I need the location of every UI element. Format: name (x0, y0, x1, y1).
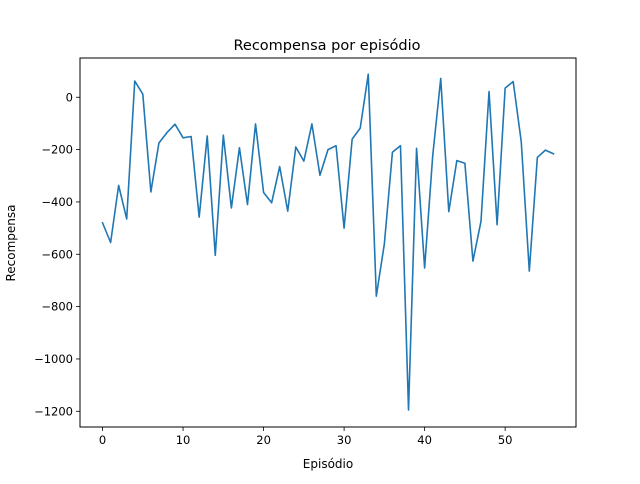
y-axis-label: Recompensa (4, 204, 18, 281)
y-tick-label: 0 (66, 90, 73, 104)
x-tick-label: 20 (256, 433, 271, 447)
y-tick-label: −800 (41, 300, 73, 314)
y-tick-label: −200 (41, 143, 73, 157)
y-tick-label: −600 (41, 247, 73, 261)
x-tick-label: 10 (176, 433, 191, 447)
x-tick-label: 0 (99, 433, 106, 447)
y-tick-label: −1000 (34, 352, 73, 366)
x-tick-label: 50 (498, 433, 513, 447)
chart-title: Recompensa por episódio (233, 38, 420, 54)
x-axis-label: Episódio (303, 457, 353, 471)
plot-frame (79, 57, 577, 428)
y-tick-label: −400 (41, 195, 73, 209)
x-axis-ticks: 0 10 20 30 40 50 (99, 427, 513, 447)
plot-area (101, 73, 555, 411)
x-tick-label: 40 (417, 433, 432, 447)
y-axis-ticks: 0 −200 −400 −600 −800 −1000 −1200 (34, 90, 80, 418)
series-line-0 (101, 73, 555, 411)
y-tick-label: −1200 (34, 404, 73, 418)
x-tick-label: 30 (337, 433, 352, 447)
